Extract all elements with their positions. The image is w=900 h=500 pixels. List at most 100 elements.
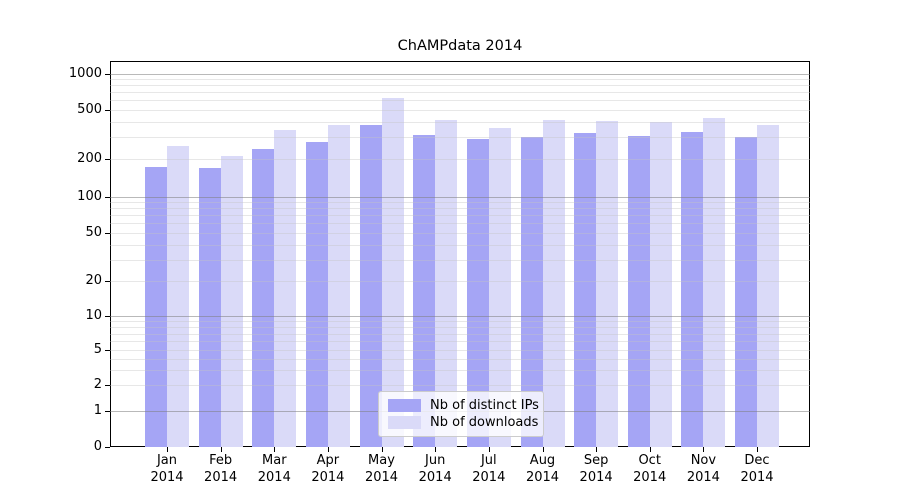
gridline-major-1000	[110, 74, 810, 75]
x-tick-year: 2014	[364, 469, 399, 485]
x-tick-jun	[435, 447, 437, 452]
y-tick-label-2: 2	[93, 377, 102, 392]
x-tick-month: Dec	[744, 453, 770, 468]
x-tick-may	[381, 447, 383, 452]
y-tick-label-20: 20	[85, 273, 102, 288]
bar-distinct-ips-jun	[413, 135, 436, 447]
x-tick-year: 2014	[150, 469, 184, 485]
y-tick-100	[105, 196, 110, 198]
y-tick-50	[105, 233, 110, 234]
x-tick-dec	[757, 447, 758, 452]
x-tick-label-mar: Mar 2014	[232, 453, 316, 486]
x-tick-label-feb: Feb 2014	[179, 453, 263, 486]
y-tick-1000	[105, 74, 110, 75]
bar-downloads-may	[381, 97, 404, 447]
x-tick-label-aug: Aug 2014	[501, 453, 585, 486]
gridline-minor-20	[110, 281, 810, 282]
bar-downloads-jul	[488, 128, 511, 447]
legend: Nb of distinct IPs Nb of downloads	[378, 391, 544, 437]
x-tick-year: 2014	[204, 469, 238, 485]
y-tick-label-0: 0	[93, 439, 102, 454]
x-tick-oct	[649, 447, 651, 452]
x-tick-aug	[542, 447, 544, 452]
gridline-minor-800	[110, 85, 810, 87]
bar-downloads-mar	[274, 130, 297, 447]
bar-downloads-jan	[167, 145, 189, 447]
x-tick-label-nov: Nov 2014	[661, 453, 745, 486]
y-tick-label-500: 500	[77, 101, 102, 117]
bar-distinct-ips-nov	[681, 131, 704, 447]
x-tick-mar	[274, 447, 276, 452]
x-tick-month: Apr	[316, 453, 340, 468]
x-tick-month: Nov	[690, 453, 717, 468]
gridline-minor-8	[110, 326, 810, 328]
bar-distinct-ips-apr	[305, 142, 328, 447]
y-tick-5	[105, 350, 110, 351]
bar-distinct-ips-dec	[735, 136, 757, 447]
gridline-minor-3	[110, 369, 810, 371]
bar-distinct-ips-feb	[198, 167, 221, 447]
y-tick-label-1: 1	[93, 403, 102, 418]
x-tick-label-apr: Apr 2014	[286, 453, 370, 486]
y-tick-20	[105, 281, 110, 282]
y-tick-1	[105, 411, 110, 412]
y-tick-label-5: 5	[93, 342, 102, 357]
legend-swatch-downloads	[388, 416, 421, 430]
x-tick-year: 2014	[472, 469, 506, 485]
gridline-minor-4	[110, 358, 810, 360]
bar-distinct-ips-may	[359, 124, 382, 447]
x-tick-month: Jan	[156, 453, 178, 468]
x-tick-year: 2014	[525, 469, 560, 485]
legend-label-downloads: Nb of downloads	[430, 415, 539, 431]
x-tick-year: 2014	[311, 469, 345, 485]
gridline-minor-5	[110, 350, 810, 351]
x-tick-jul	[488, 447, 490, 452]
x-tick-feb	[220, 447, 222, 452]
y-tick-label-10: 10	[85, 308, 102, 323]
x-tick-year: 2014	[686, 469, 720, 485]
bar-downloads-nov	[703, 117, 726, 447]
bar-downloads-apr	[327, 124, 350, 447]
bar-downloads-oct	[649, 121, 672, 447]
gridline-minor-7	[110, 333, 810, 335]
gridline-minor-40	[110, 244, 810, 246]
x-tick-sep	[596, 447, 598, 452]
bar-downloads-feb	[220, 155, 243, 447]
gridline-minor-6	[110, 341, 810, 343]
x-tick-apr	[327, 447, 329, 452]
x-tick-year: 2014	[579, 469, 613, 485]
bar-downloads-jun	[435, 120, 458, 447]
bar-distinct-ips-oct	[627, 135, 650, 447]
x-tick-year: 2014	[633, 469, 667, 485]
x-tick-month: Oct	[638, 453, 661, 468]
gridline-minor-80	[110, 208, 810, 210]
bar-distinct-ips-jul	[466, 138, 489, 447]
x-tick-year: 2014	[257, 469, 291, 485]
x-tick-label-oct: Oct 2014	[608, 453, 692, 486]
legend-item-distinct-ips: Nb of distinct IPs	[388, 398, 539, 413]
bar-distinct-ips-sep	[574, 132, 597, 447]
y-tick-label-200: 200	[77, 151, 102, 166]
bar-downloads-dec	[757, 124, 779, 447]
y-tick-0	[105, 447, 110, 448]
bar-downloads-sep	[596, 121, 619, 447]
y-tick-2	[105, 385, 110, 386]
y-tick-label-50: 50	[85, 225, 102, 240]
gridline-minor-70	[110, 215, 810, 217]
x-tick-label-may: May 2014	[340, 453, 424, 486]
x-tick-label-dec: Dec 2014	[715, 453, 799, 486]
gridline-minor-60	[110, 223, 810, 225]
x-tick-label-jun: Jun 2014	[393, 453, 477, 486]
y-tick-200	[105, 159, 110, 160]
x-tick-label-jan: Jan 2014	[125, 453, 209, 486]
x-tick-month: Aug	[529, 453, 556, 468]
x-tick-month: Jun	[425, 453, 446, 468]
gridline-minor-300	[110, 137, 810, 139]
x-tick-month: Feb	[209, 453, 233, 468]
gridline-minor-600	[110, 100, 810, 102]
gridline-minor-500	[110, 109, 810, 111]
gridline-major-10	[110, 316, 810, 317]
gridline-minor-9	[110, 321, 810, 323]
x-tick-month: Sep	[583, 453, 609, 468]
gridline-minor-50	[110, 233, 810, 234]
